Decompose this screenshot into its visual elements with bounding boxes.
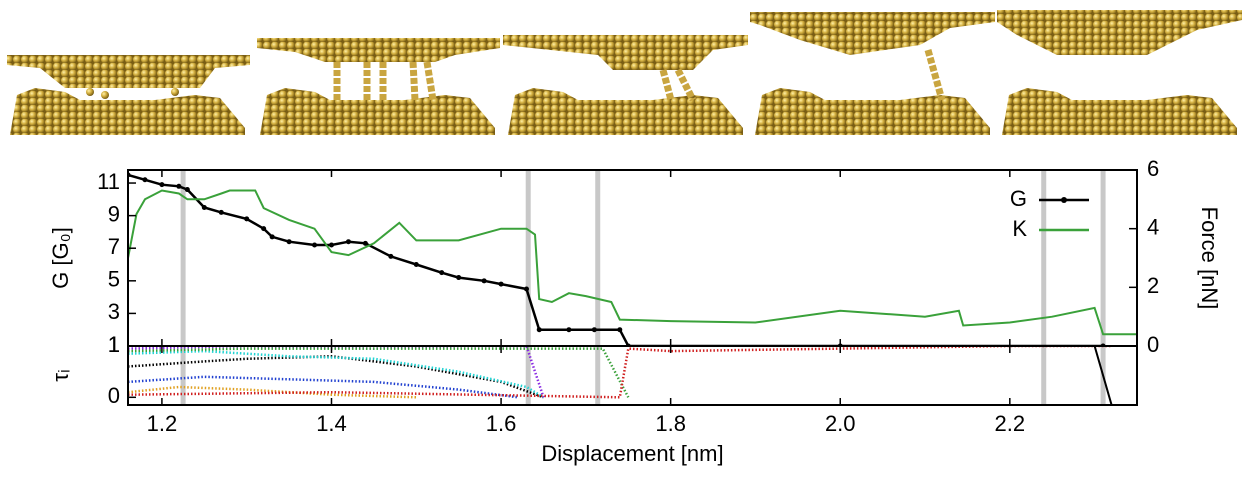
snapshot — [750, 12, 995, 135]
data-point — [201, 204, 207, 210]
y2-tick-label: 0 — [1147, 332, 1159, 357]
series-line — [128, 346, 545, 398]
series-line — [619, 346, 1113, 405]
data-point — [345, 239, 351, 245]
y-tick-label: 0 — [108, 383, 120, 408]
data-point — [328, 242, 334, 248]
y2-tick-label: 4 — [1147, 214, 1159, 239]
legend-label: G — [1010, 186, 1027, 211]
data-point — [176, 183, 182, 189]
series-line — [128, 385, 417, 399]
series-line — [128, 173, 1104, 346]
series-line — [128, 346, 1112, 399]
y-tick-label: 7 — [108, 234, 120, 259]
data-point — [142, 177, 148, 183]
y-tick-label: 1 — [108, 332, 120, 357]
snapshot — [503, 35, 748, 135]
series-line — [128, 189, 1137, 336]
atomistic-snapshots — [7, 10, 1242, 135]
data-point — [456, 275, 462, 281]
data-point — [159, 182, 165, 188]
data-point — [269, 234, 275, 240]
y-tick-label: 9 — [108, 201, 120, 226]
y-tick-label: 11 — [97, 169, 120, 194]
data-point — [184, 187, 190, 193]
snapshot — [7, 55, 250, 135]
data-point — [536, 327, 542, 333]
data-point — [413, 262, 419, 268]
data-point — [498, 281, 504, 287]
x-tick-label: 1.4 — [316, 411, 347, 436]
y2-tick-label: 2 — [1147, 273, 1159, 298]
y-tick-label: 5 — [108, 267, 120, 292]
data-point — [566, 327, 572, 333]
x-tick-label: 1.6 — [486, 411, 517, 436]
data-point — [261, 226, 267, 232]
axes-frame — [127, 345, 1138, 406]
legend-label: K — [1012, 216, 1027, 241]
data-point — [524, 286, 530, 292]
data-point — [617, 327, 623, 333]
y-tick-label: 1 — [108, 332, 120, 357]
y-axis-label: G [G₀] — [48, 227, 73, 289]
x-axis-label: Displacement [nm] — [541, 441, 723, 466]
plot-area — [128, 346, 1113, 405]
data-point — [244, 216, 250, 222]
series-line — [128, 375, 519, 399]
data-point — [218, 209, 224, 215]
snapshot — [257, 38, 500, 135]
y2-axis-label: Force [nN] — [1197, 207, 1222, 310]
data-point — [439, 270, 445, 276]
x-tick-label: 2.2 — [995, 411, 1026, 436]
series-line — [128, 347, 630, 398]
data-point — [481, 278, 487, 284]
data-point — [286, 239, 292, 245]
y-tick-label: 3 — [108, 299, 120, 324]
x-tick-label: 1.8 — [655, 411, 686, 436]
x-tick-label: 1.2 — [147, 411, 178, 436]
y2-tick-label: 6 — [1147, 156, 1159, 181]
data-point — [591, 327, 597, 333]
plot-area — [128, 170, 1137, 346]
snapshot — [997, 10, 1242, 135]
legend-marker — [1061, 197, 1067, 203]
data-point — [312, 242, 318, 248]
y-axis-label: τᵢ — [48, 369, 73, 381]
data-point — [388, 253, 394, 259]
series-line — [128, 349, 545, 399]
data-point — [362, 240, 368, 246]
x-tick-label: 2.0 — [825, 411, 856, 436]
